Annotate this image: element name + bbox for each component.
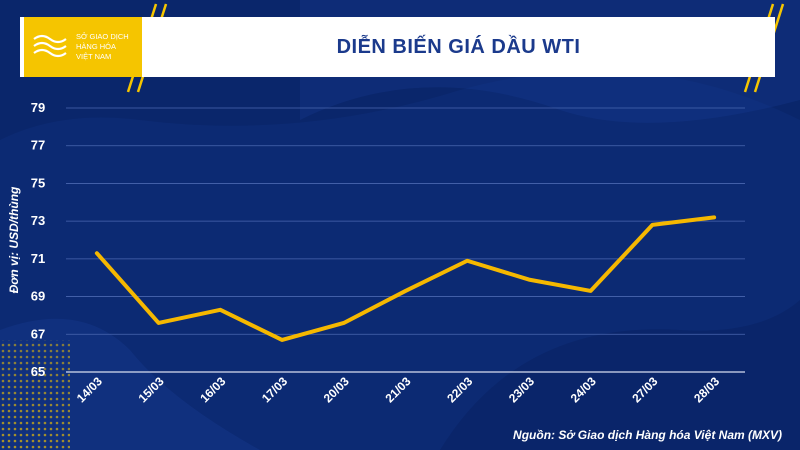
logo-text-line: HÀNG HÓA xyxy=(76,42,117,51)
series-line xyxy=(94,215,717,342)
y-tick-label: 71 xyxy=(31,251,45,266)
header-bar xyxy=(20,17,775,77)
gridlines xyxy=(66,107,745,373)
source-note: Nguồn: Sở Giao dịch Hàng hóa Việt Nam (M… xyxy=(513,428,782,442)
x-tick-label: 20/03 xyxy=(321,374,352,405)
y-tick-label: 67 xyxy=(31,326,45,341)
x-tick-label: 17/03 xyxy=(259,374,290,405)
x-tick-label: 24/03 xyxy=(568,374,599,405)
x-tick-label: 15/03 xyxy=(136,374,167,405)
x-tick-label: 21/03 xyxy=(382,374,413,405)
logo: SỞ GIAO DỊCH HÀNG HÓA VIỆT NAM xyxy=(24,17,142,77)
x-tick-label: 22/03 xyxy=(444,374,475,405)
x-tick-label: 23/03 xyxy=(506,374,537,405)
x-tick-label: 28/03 xyxy=(691,374,722,405)
x-tick-label: 14/03 xyxy=(74,374,105,405)
y-tick-label: 79 xyxy=(31,100,45,115)
x-tick-label: 16/03 xyxy=(197,374,228,405)
y-tick-labels: 65 67 69 71 73 75 77 79 xyxy=(31,100,45,379)
y-tick-label: 69 xyxy=(31,289,45,304)
y-tick-label: 73 xyxy=(31,213,45,228)
dot-pattern xyxy=(0,340,70,450)
logo-text-line: VIỆT NAM xyxy=(76,52,112,61)
series-wti xyxy=(94,215,717,342)
x-tick-labels: 14/03 15/03 16/03 17/03 20/03 21/03 22/03 23/03… xyxy=(74,374,723,405)
y-tick-label: 75 xyxy=(31,175,45,190)
x-tick-label: 27/03 xyxy=(629,374,660,405)
logo-wave-icon xyxy=(33,34,67,58)
y-tick-label: 77 xyxy=(31,138,45,153)
y-tick-label: 65 xyxy=(31,364,45,379)
chart-title: DIỄN BIẾN GIÁ DẦU WTI xyxy=(336,35,581,58)
logo-text-line: SỞ GIAO DỊCH xyxy=(76,32,129,41)
